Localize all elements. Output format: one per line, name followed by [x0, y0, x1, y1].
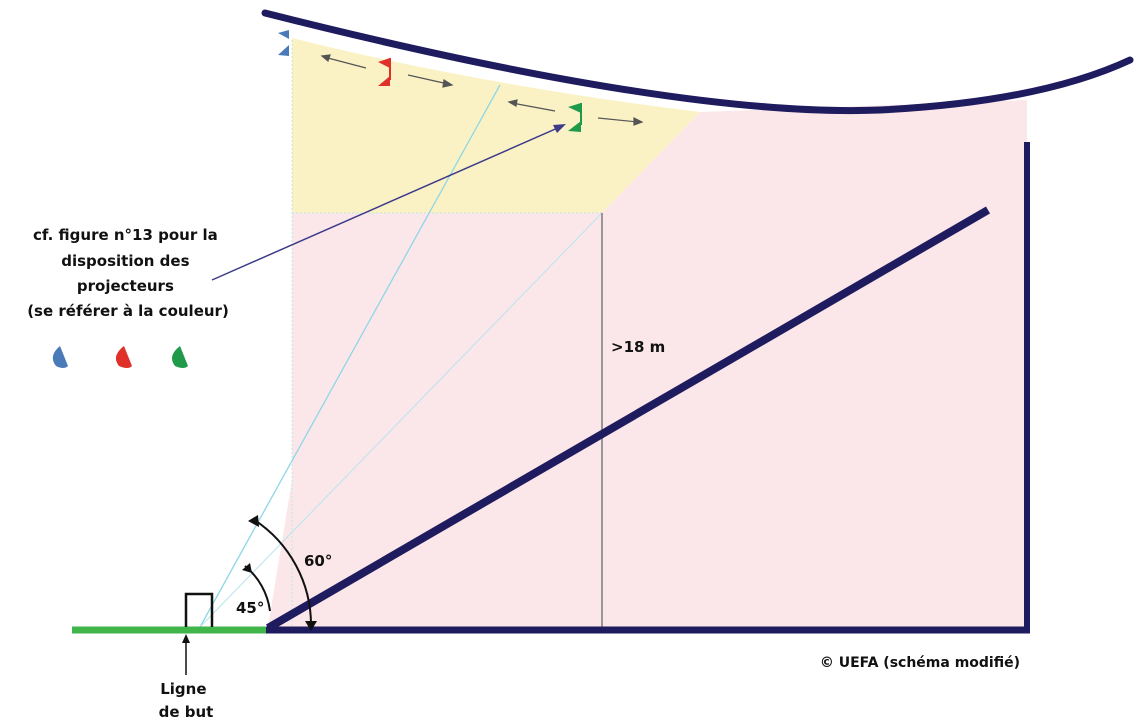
- annotation-pointer: [211, 126, 561, 281]
- arc-arrow-60-start: [305, 621, 317, 631]
- floodlight-color-legend: [52, 346, 188, 368]
- annotation-text: cf. figure n°13 pour la disposition des …: [27, 226, 229, 320]
- adjust-arrows-red: [320, 54, 454, 88]
- stand-rake: [265, 206, 991, 632]
- red-floodlight-icon: [378, 76, 390, 86]
- credit-label: © UEFA (schéma modifié): [820, 655, 1020, 671]
- annotation-line-1: cf. figure n°13 pour la: [33, 226, 218, 244]
- green-floodlight-icon: [568, 121, 581, 132]
- pink-angle-wedge: [268, 480, 292, 627]
- height-label: >18 m: [611, 338, 665, 356]
- goal-post: [184, 592, 214, 627]
- sightline-45: [199, 212, 603, 628]
- blue-floodlight-icon: [278, 30, 289, 39]
- legend-red-floodlight-icon: [115, 346, 132, 368]
- arc-arrow-60-end: [248, 515, 259, 527]
- blue-floodlight-group: [278, 30, 289, 56]
- yellow-floodlight-zone: [292, 38, 700, 213]
- red-floodlight-group: [378, 58, 391, 86]
- pink-lighting-zone: [292, 100, 1027, 627]
- annotation-line-4: (se référer à la couleur): [27, 302, 229, 320]
- legend-blue-floodlight-icon: [52, 346, 68, 368]
- angle-60-label: 60°: [304, 552, 332, 570]
- blue-floodlight-icon: [278, 45, 289, 56]
- legend-green-floodlight-icon: [171, 346, 188, 368]
- annotation-pointer-head: [553, 124, 566, 133]
- angle-45-label: 45°: [236, 599, 264, 617]
- green-floodlight-icon: [568, 103, 581, 113]
- goal-line-label: Ligne de but: [159, 680, 214, 721]
- angle-arc-60: [252, 518, 313, 628]
- adjust-arrows-green: [507, 99, 644, 126]
- goal-line-pointer-head: [182, 634, 190, 643]
- annotation-line-2: disposition des: [61, 252, 189, 270]
- goal-line-label-2: de but: [159, 703, 214, 721]
- green-floodlight-group: [568, 103, 582, 132]
- stadium-roof: [261, 9, 1134, 115]
- red-floodlight-icon: [378, 58, 390, 68]
- arc-arrow-45-end: [242, 563, 252, 573]
- goal-line-label-1: Ligne: [160, 680, 206, 698]
- annotation-line-3: projecteurs: [77, 277, 174, 295]
